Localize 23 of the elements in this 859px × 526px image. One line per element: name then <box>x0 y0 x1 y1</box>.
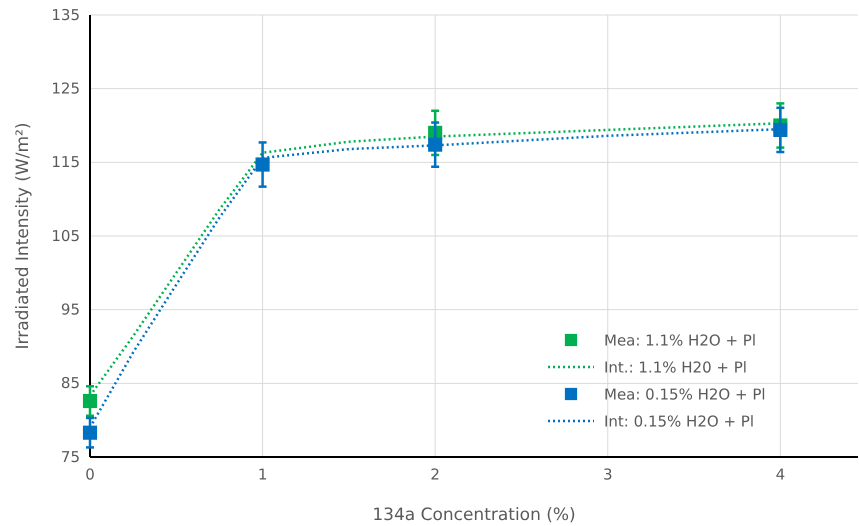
y-tick-label: 75 <box>60 448 80 466</box>
legend-label: Mea: 1.1% H2O + Pl <box>604 331 756 350</box>
x-tick-label: 3 <box>602 466 613 484</box>
point <box>82 394 98 408</box>
point <box>428 138 442 152</box>
y-tick-label: 105 <box>51 226 80 245</box>
point <box>256 157 270 172</box>
y-tick-label: 115 <box>51 153 80 172</box>
x-tick-label: 0 <box>85 466 95 484</box>
point <box>773 122 788 137</box>
legend-label: Int: 0.15% H2O + Pl <box>604 412 754 430</box>
x-tick-label: 4 <box>776 466 786 484</box>
legend-label: Mea: 0.15% H2O + Pl <box>604 385 766 404</box>
y-tick-label: 95 <box>60 300 80 318</box>
point <box>82 426 98 440</box>
y-axis-title: Irradiated Intensity (W/m²) <box>13 122 33 350</box>
x-axis-title: 134a Concentration (%) <box>372 505 576 525</box>
y-tick-label: 135 <box>51 6 80 24</box>
y-tick-label: 125 <box>51 79 80 98</box>
x-tick-label: 1 <box>258 466 268 484</box>
y-tick-label: 85 <box>60 374 80 392</box>
x-tick-label: 2 <box>430 466 440 484</box>
legend-label: Int.: 1.1% H20 + Pl <box>604 358 747 376</box>
